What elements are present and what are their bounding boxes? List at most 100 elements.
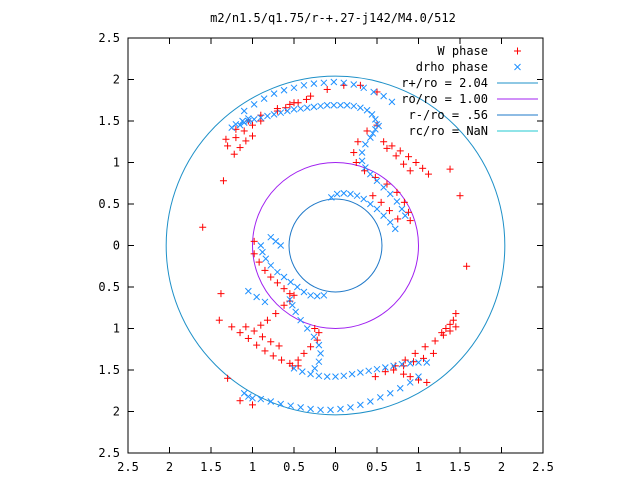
drho-phase-point — [386, 218, 394, 226]
drho-phase-point — [244, 287, 252, 295]
w-phase-point — [224, 374, 232, 382]
drho-phase-point — [360, 84, 368, 92]
w-phase-point — [280, 301, 288, 309]
y-tick-label: 1.5 — [98, 363, 120, 377]
w-phase-point — [257, 117, 265, 125]
w-phase-point — [228, 323, 236, 331]
drho-phase-point — [358, 157, 366, 165]
drho-phase-point — [423, 359, 431, 366]
w-phase-point — [244, 334, 252, 342]
drho-phase-point — [358, 149, 366, 156]
w-phase-point — [311, 325, 319, 332]
drho-phase-point — [327, 406, 334, 414]
w-phase-point — [363, 127, 371, 135]
w-phase-point — [411, 349, 419, 357]
drho-phase-point — [381, 364, 389, 371]
w-phase-point — [392, 152, 400, 160]
radius-circle — [252, 162, 419, 329]
w-phase-point — [294, 99, 302, 107]
radius-circle — [165, 75, 506, 416]
drho-phase-point — [297, 403, 304, 411]
drho-phase-point — [293, 283, 301, 291]
drho-phase-point — [284, 107, 291, 115]
data-points — [199, 78, 471, 414]
w-phase-point — [255, 258, 263, 266]
w-phase-point — [401, 356, 409, 364]
w-phase-point — [400, 370, 408, 378]
w-phase-point — [307, 92, 315, 100]
drho-phase-point — [228, 124, 236, 131]
w-phase-point — [380, 138, 388, 146]
w-phase-point — [286, 100, 294, 108]
w-phase-point — [199, 223, 207, 231]
drho-phase-point — [363, 106, 371, 114]
x-tick-label: 2 — [498, 460, 505, 474]
drho-phase-point — [348, 370, 356, 378]
drho-phase-point — [340, 372, 348, 380]
x-tick-label: 0 — [332, 460, 339, 474]
drho-phase-point — [249, 394, 256, 402]
drho-phase-point — [367, 134, 374, 141]
drho-phase-point — [274, 268, 281, 276]
w-phase-point — [224, 142, 232, 150]
drho-phase-point — [310, 103, 318, 111]
drho-phase-point — [307, 405, 314, 413]
w-phase-point — [446, 327, 454, 335]
y-tick-label: 1 — [113, 156, 120, 170]
w-phase-point — [249, 132, 256, 140]
drho-phase-point — [330, 78, 338, 86]
drho-phase-point — [261, 298, 269, 306]
legend-label: r-/ro = .56 — [409, 108, 488, 122]
w-phase-point — [390, 366, 398, 374]
drho-phase-point — [253, 293, 261, 301]
drho-phase-point — [373, 177, 381, 185]
x-tick-label: 2 — [166, 460, 173, 474]
w-phase-point — [315, 329, 323, 337]
drho-phase-point — [340, 189, 348, 197]
w-phase-point — [373, 88, 381, 96]
w-phase-point — [249, 401, 256, 409]
y-tick-label: 2.5 — [98, 31, 120, 45]
w-phase-point — [236, 329, 244, 337]
drho-phase-point — [347, 403, 354, 411]
y-tick-label: 0.5 — [98, 280, 120, 294]
drho-phase-point — [257, 395, 265, 403]
legend-label: drho phase — [416, 60, 488, 74]
drho-phase-point — [343, 101, 351, 109]
drho-phase-point — [386, 389, 394, 397]
drho-phase-point — [367, 200, 374, 208]
w-phase-point — [275, 342, 283, 350]
drho-phase-point — [260, 95, 268, 102]
w-phase-point — [257, 321, 265, 329]
w-phase-point — [400, 198, 408, 206]
w-phase-point — [236, 144, 244, 152]
drho-phase-point — [311, 364, 319, 372]
radius-circles — [165, 75, 506, 416]
axis-ticks: 2.5 2 1.5 1 0.5 0 0.5 1 1.5 2 2.52.521.510.500.511… — [98, 31, 554, 474]
drho-phase-point — [401, 212, 409, 219]
y-tick-label: 0.5 — [98, 197, 120, 211]
drho-phase-point — [280, 86, 288, 94]
w-phase-point — [242, 137, 250, 145]
w-phase-point — [452, 310, 460, 318]
drho-phase-point — [315, 341, 323, 349]
w-phase-point — [232, 134, 240, 142]
w-phase-point — [300, 349, 308, 357]
drho-phase-point — [232, 120, 240, 128]
w-phase-point — [219, 177, 227, 185]
drho-phase-point — [320, 79, 328, 87]
w-phase-point — [394, 215, 402, 223]
drho-phase-point — [259, 248, 266, 256]
drho-phase-point — [367, 170, 374, 178]
drho-phase-point — [386, 190, 394, 198]
w-phase-point — [369, 192, 377, 200]
drho-phase-point — [303, 325, 311, 332]
w-phase-point — [415, 376, 422, 384]
x-tick-label: 1 — [249, 460, 256, 474]
w-phase-point — [250, 327, 258, 335]
w-phase-point — [377, 198, 385, 206]
w-phase-point — [442, 325, 450, 332]
drho-phase-point — [330, 101, 338, 109]
x-tick-label: 0.5 — [366, 460, 388, 474]
